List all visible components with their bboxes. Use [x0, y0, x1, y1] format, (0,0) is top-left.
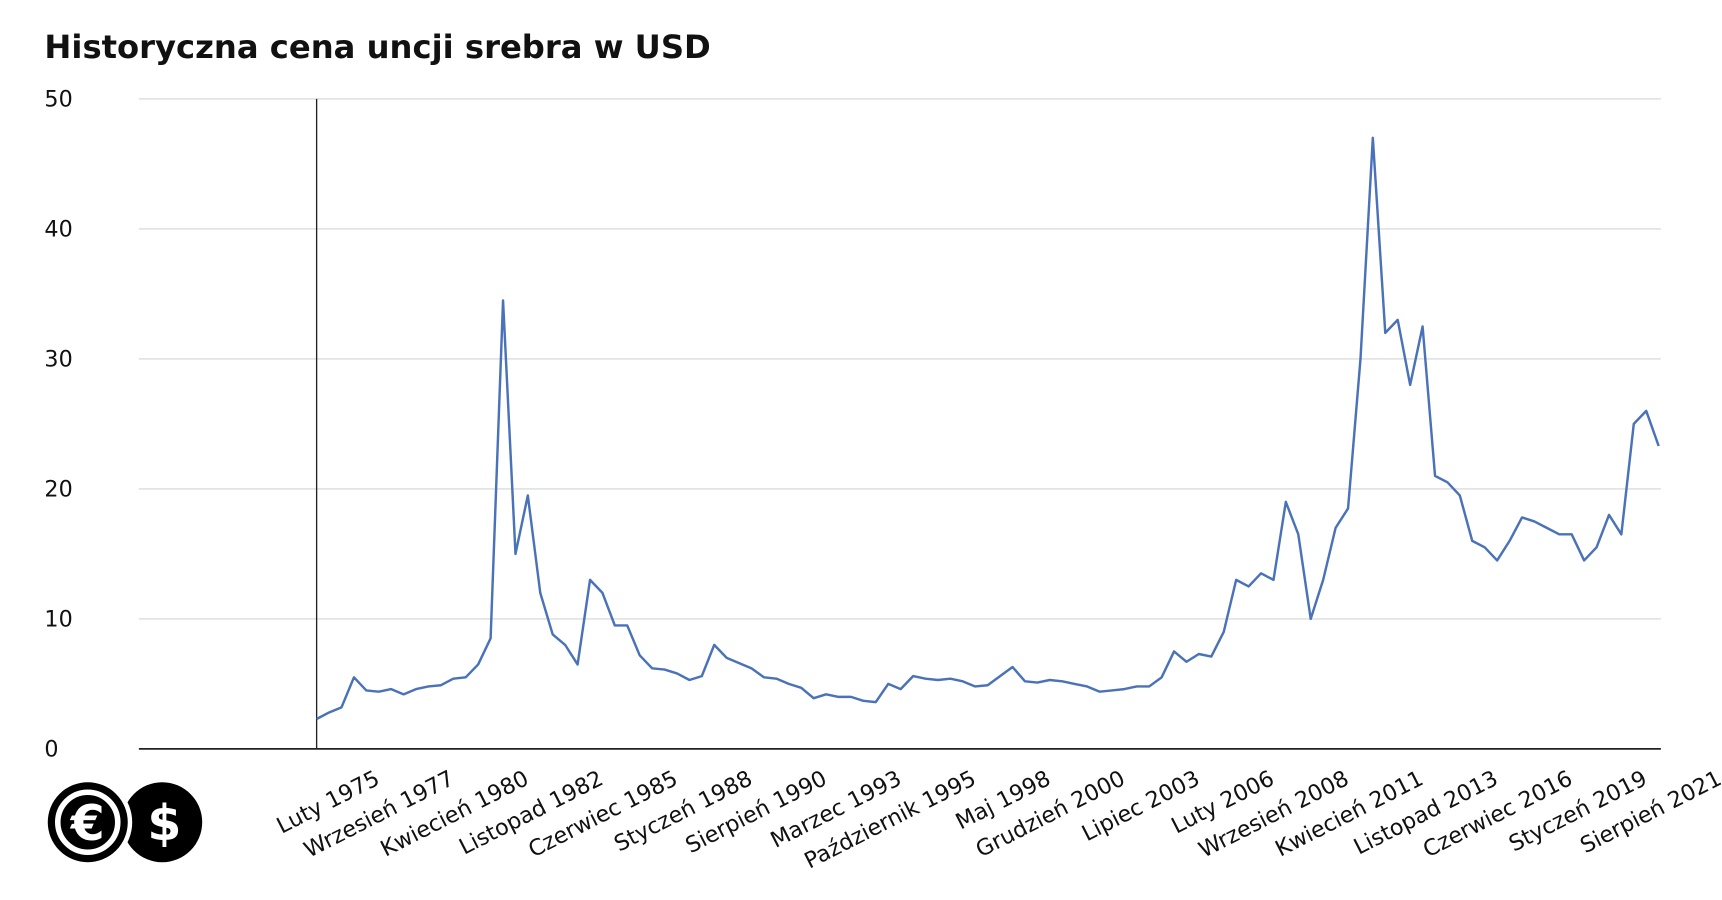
y-tick-label: 0 [44, 737, 58, 763]
logo-circle [122, 782, 203, 863]
line-series [316, 136, 1660, 721]
chart-title: Historyczna cena uncji srebra w USD [44, 28, 710, 66]
y-tick-label: 10 [44, 607, 72, 633]
y-tick-label: 50 [44, 87, 72, 113]
y-tick-label: 20 [44, 477, 72, 503]
logo-dollar: $ [147, 795, 181, 852]
logo: € $ [43, 777, 203, 867]
y-tick-label: 40 [44, 217, 72, 243]
logo-euro: € [70, 795, 105, 852]
logo-ring [54, 789, 121, 856]
y-tick-label: 30 [44, 347, 72, 373]
